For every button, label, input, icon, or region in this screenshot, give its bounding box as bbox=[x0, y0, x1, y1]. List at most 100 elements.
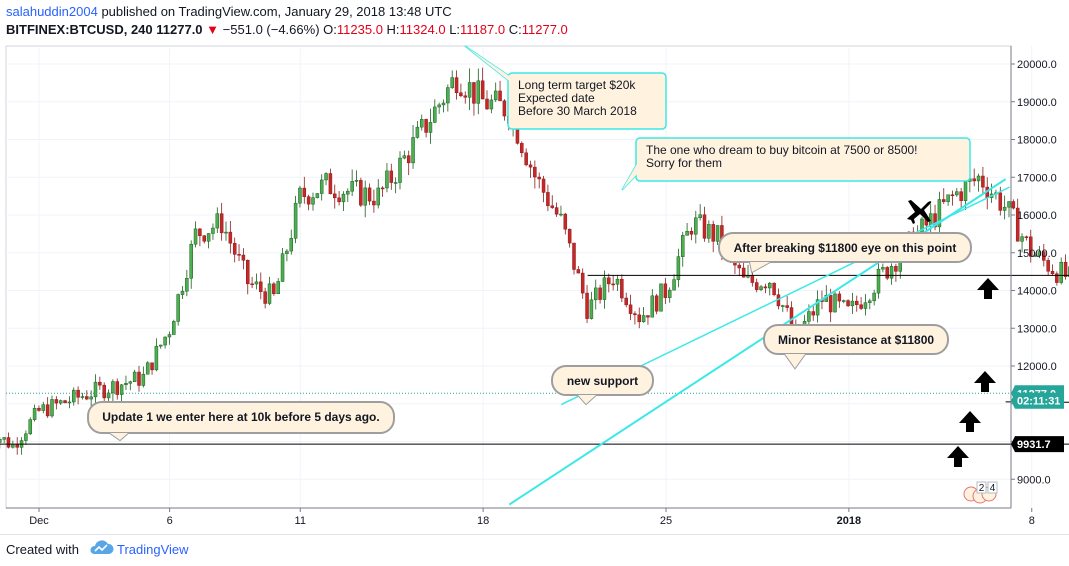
candle-body bbox=[93, 381, 98, 398]
candle-body bbox=[232, 242, 237, 255]
candle-body bbox=[167, 334, 172, 338]
publish-line: salahuddin2004 published on TradingView.… bbox=[6, 4, 452, 19]
candle-body bbox=[576, 269, 581, 274]
airplane-icon bbox=[907, 200, 932, 224]
candle-body bbox=[298, 187, 302, 204]
candle-body bbox=[333, 193, 337, 199]
candle-body bbox=[702, 214, 707, 239]
candle-body bbox=[841, 300, 846, 302]
candle-body bbox=[398, 157, 402, 183]
candle-body bbox=[85, 396, 89, 400]
candle-body bbox=[302, 187, 307, 197]
callout-tail-fill bbox=[578, 395, 596, 404]
candle-body bbox=[367, 187, 372, 202]
candle-body bbox=[350, 181, 354, 192]
candle-body bbox=[250, 283, 254, 286]
callout-text: After breaking $11800 eye on this point bbox=[734, 241, 957, 255]
footer: Created with TradingView bbox=[0, 534, 1069, 566]
candle-body bbox=[572, 242, 576, 270]
up-arrow-icon bbox=[977, 278, 999, 299]
close-value: 11277.0 bbox=[521, 22, 568, 37]
candle-body bbox=[846, 300, 850, 307]
callout-tail-fill bbox=[622, 150, 660, 190]
price-tag-bg bbox=[1011, 392, 1064, 409]
tradingview-cloud-icon[interactable] bbox=[88, 540, 114, 556]
candle-body bbox=[889, 266, 894, 279]
candle-body bbox=[681, 235, 685, 257]
author-link[interactable]: salahuddin2004 bbox=[6, 4, 98, 19]
candle-body bbox=[389, 170, 394, 183]
time-axis: Dec611182520188152227 bbox=[6, 507, 1035, 527]
candle-body bbox=[972, 178, 976, 182]
badge-count: 4 bbox=[990, 483, 996, 494]
candle-body bbox=[981, 175, 985, 188]
candle-body bbox=[624, 297, 628, 306]
candle-body bbox=[180, 290, 185, 295]
candle-body bbox=[106, 392, 111, 399]
last-price: 11277.0 bbox=[156, 22, 203, 37]
candle-body bbox=[850, 300, 855, 307]
candle-body bbox=[502, 100, 507, 117]
candle-body bbox=[80, 396, 85, 398]
candle-body bbox=[159, 344, 163, 347]
up-arrow-icon bbox=[974, 371, 996, 392]
price-axis: 20000.0 19000.0 18000.0 17000.0 16000.0 15000… bbox=[1010, 46, 1064, 508]
candle-body bbox=[641, 315, 646, 323]
callout-text: Long term target $20k bbox=[518, 78, 636, 92]
candle-body bbox=[554, 207, 559, 215]
candle-body bbox=[45, 404, 50, 417]
published-text: published on TradingView.com, January 29… bbox=[101, 4, 452, 19]
candle-body bbox=[563, 213, 568, 230]
candle-body bbox=[559, 213, 563, 216]
callout-text: Sorry for them bbox=[646, 156, 722, 170]
x-tick-label: 18 bbox=[477, 515, 489, 527]
open-value: 11235.0 bbox=[336, 22, 383, 37]
candle-body bbox=[41, 404, 46, 411]
candle-body bbox=[241, 254, 246, 261]
candle-body bbox=[881, 267, 885, 270]
candle-body bbox=[119, 384, 124, 395]
candle-body bbox=[137, 371, 141, 386]
candle-body bbox=[315, 193, 320, 198]
candle-body bbox=[372, 200, 376, 206]
candle-body bbox=[1055, 273, 1059, 283]
candle-body bbox=[485, 98, 489, 110]
candle-body bbox=[1015, 207, 1020, 242]
y-tick-label: 14000.0 bbox=[1017, 286, 1057, 298]
candle-body bbox=[311, 197, 315, 205]
candle-body bbox=[550, 205, 554, 208]
candle-body bbox=[602, 277, 607, 300]
candle-body bbox=[1046, 260, 1050, 272]
candle-body bbox=[15, 443, 19, 448]
candle-body bbox=[942, 199, 946, 202]
candle-body bbox=[520, 143, 524, 154]
candle-body bbox=[2, 437, 6, 440]
down-triangle-icon: ▼ bbox=[206, 22, 220, 37]
candle-body bbox=[937, 199, 942, 228]
callout-text: The one who dream to buy bitcoin at 7500… bbox=[646, 143, 918, 157]
badge-count: 2 bbox=[979, 483, 985, 494]
candle-body bbox=[228, 231, 233, 244]
callout-text: Expected date bbox=[518, 91, 595, 105]
candle-body bbox=[768, 282, 772, 289]
candle-body bbox=[337, 197, 341, 203]
candle-body bbox=[111, 381, 115, 394]
candle-body bbox=[246, 260, 250, 285]
candle-body bbox=[206, 233, 211, 242]
tradingview-link[interactable]: TradingView bbox=[117, 542, 189, 557]
candle-body bbox=[393, 182, 398, 184]
candle-body bbox=[1033, 255, 1037, 257]
callout-box bbox=[507, 72, 667, 130]
candle-body bbox=[6, 437, 11, 448]
candle-body bbox=[328, 173, 333, 195]
y-tick-label: 13000.0 bbox=[1017, 323, 1057, 335]
candle-body bbox=[546, 192, 550, 207]
candle-body bbox=[876, 268, 881, 294]
candle-body bbox=[524, 152, 528, 166]
candle-body bbox=[963, 181, 968, 201]
callout-tail-fill bbox=[110, 433, 128, 440]
callout-tail-fill bbox=[465, 46, 523, 92]
callout-text: Minor Resistance at $11800 bbox=[778, 333, 934, 347]
